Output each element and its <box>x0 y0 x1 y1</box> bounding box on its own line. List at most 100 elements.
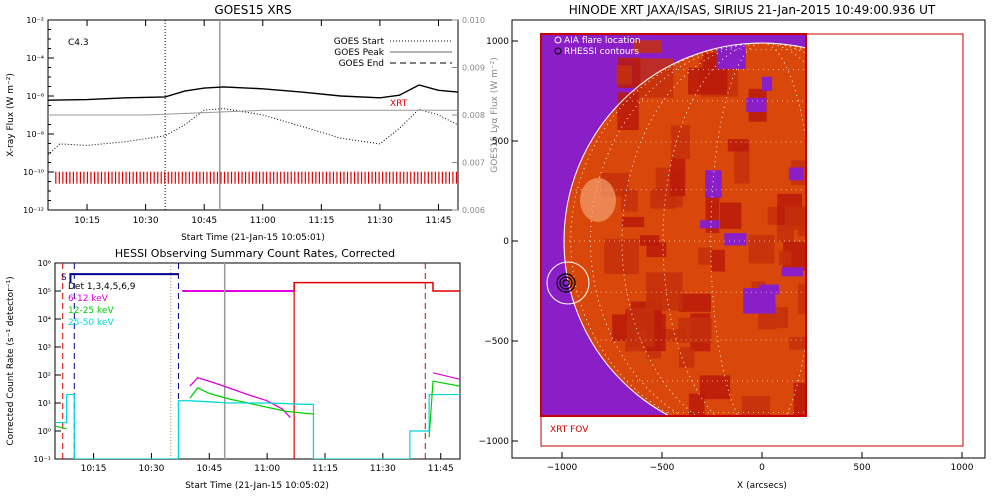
hessi-green-segment <box>55 425 67 430</box>
xrt-legend-rhessi: RHESSI contours <box>564 47 639 57</box>
xrt-x-tick-label: −1000 <box>547 463 578 473</box>
disk-patch <box>626 307 655 347</box>
xrt-y-tick-label: 500 <box>492 137 509 147</box>
legend-aia-marker <box>554 36 562 44</box>
goes-left-tick-label: 10⁻⁶ <box>26 92 44 101</box>
xrt-panel: HINODE XRT JAXA/ISAS, SIRIUS 21-Jan-2015… <box>479 3 986 491</box>
hessi-x-tick-label: 11:00 <box>254 464 280 474</box>
hessi-title: HESSI Observing Summary Count Rates, Cor… <box>115 247 395 260</box>
hessi-legend-12-25: 12-25 keV <box>68 306 114 316</box>
disk-patch <box>604 238 640 275</box>
goes-left-tick-label: 10⁻⁸ <box>26 130 44 139</box>
disk-patch <box>621 216 645 228</box>
goes-series-0 <box>48 84 458 101</box>
aia-flare-location-marker <box>546 261 590 305</box>
legend-goes-start: GOES Start <box>334 37 385 47</box>
goes-x-tick-label: 10:45 <box>191 216 217 226</box>
disk-patch <box>699 375 731 400</box>
disk-patch <box>645 347 662 359</box>
goes-right-tick-label: 0.007 <box>462 159 485 168</box>
disk-patch <box>789 336 806 350</box>
goes-right-tick-label: 0.009 <box>462 64 485 73</box>
xrt-fov-label: XRT FOV <box>550 425 589 435</box>
goes-series-1 <box>48 107 458 156</box>
legend-rhessi-marker <box>554 47 562 55</box>
xrt-y-tick-label: 0 <box>503 237 509 247</box>
goes-left-tick-label: 10⁻¹² <box>23 206 44 215</box>
disk-patch <box>635 58 674 98</box>
disk-patch <box>720 202 742 229</box>
goes-xrt-label: XRT <box>390 99 408 109</box>
limb <box>563 42 806 416</box>
goes-x-tick-label: 10:15 <box>74 216 100 226</box>
goes-series-2 <box>48 109 458 116</box>
hessi-green-segment <box>428 380 460 438</box>
xrt-data-border <box>540 33 807 417</box>
rhessi-contour-2 <box>559 276 573 290</box>
hessi-y-tick-label: 10⁵ <box>38 287 51 296</box>
hessi-series-0 <box>189 376 291 419</box>
hessi-y-tick-label: 10⁻¹ <box>33 455 51 464</box>
disk-patch <box>776 307 789 329</box>
legend-goes-peak: GOES Peak <box>334 48 384 58</box>
disk-patch <box>678 317 712 343</box>
goes-x-axis: 10:15 10:30 10:45 11:00 11:15 11:30 11:45 <box>74 20 451 226</box>
rhessi-contour-3 <box>562 279 570 287</box>
disk-purple-patch <box>705 170 722 198</box>
disk-patch <box>632 40 662 53</box>
disk-patch <box>655 167 673 200</box>
hessi-xlabel: Start Time (21-Jan-15 10:05:02) <box>185 481 329 491</box>
hessi-legend-25-50: 25-50 keV <box>68 318 114 328</box>
disk-purple-patch <box>743 288 776 314</box>
xrt-y-tick-label: −500 <box>484 337 509 347</box>
disk-patch <box>616 65 633 85</box>
xrt-x-tick-label: −500 <box>650 463 675 473</box>
hessi-det-state-line <box>69 273 179 283</box>
hessi-det-label: Det 1,3,4,5,6,9 <box>68 282 136 292</box>
goes-right-tick-label: 0.010 <box>462 16 485 25</box>
disk-patch <box>748 235 775 264</box>
goes-class-label: C4.3 <box>68 38 89 48</box>
disk-patch <box>793 382 806 416</box>
disk-patch <box>640 235 660 246</box>
disk-patch <box>778 250 792 266</box>
goes-x-tick-label: 10:30 <box>133 216 159 226</box>
disk-patch <box>711 249 726 272</box>
xrt-x-tick-label: 1000 <box>951 463 974 473</box>
goes-left-tick-label: 10⁻¹⁰ <box>23 168 44 177</box>
disk-purple-patch <box>746 97 767 113</box>
goes-x-tick-label: 11:45 <box>426 216 452 226</box>
longitude-line <box>590 42 806 416</box>
hessi-ylabel: Corrected Count Rate (s⁻¹ detector⁻¹) <box>6 276 16 445</box>
disk-purple-patch <box>788 167 804 181</box>
goes-legend: GOES Start GOES Peak GOES End <box>334 37 452 69</box>
hessi-x-tick-label: 11:30 <box>370 464 396 474</box>
hessi-plot-frame <box>54 262 461 460</box>
hessi-x-tick-label: 10:15 <box>81 464 107 474</box>
hessi-cyan-segment <box>312 393 460 459</box>
hessi-x-tick-label: 10:30 <box>138 464 164 474</box>
hessi-y-tick-label: 10⁴ <box>38 315 51 324</box>
xrt-legend-aia: AIA flare location <box>564 36 641 46</box>
disk-patch <box>688 393 705 416</box>
hessi-attenuator-state-line <box>293 281 460 292</box>
hessi-s-label: S <box>61 273 67 283</box>
disk-patch <box>645 272 683 311</box>
goes-right-axis: 0.010 0.009 0.008 0.007 0.006 <box>452 16 485 215</box>
rhessi-contours <box>556 273 576 293</box>
hessi-x-axis: 10:15 10:30 10:45 11:00 11:15 11:30 11:45 <box>81 453 454 474</box>
bright-region <box>580 178 616 222</box>
goes-ylabel-right: GOES15 Lyα Flux (W m⁻²) <box>490 57 500 173</box>
disk-patch <box>784 206 806 230</box>
goes-panel: GOES15 XRS 10⁻² 10⁻⁴ 10⁻⁶ 10⁻⁸ 10⁻¹⁰ 10⁻¹² 0.… <box>6 3 500 243</box>
hessi-x-tick-label: 11:15 <box>312 464 338 474</box>
disk-patch <box>698 247 712 265</box>
goes-xlabel: Start Time (21-Jan-15 10:05:01) <box>181 233 325 243</box>
disk-patch <box>670 158 686 197</box>
hessi-magenta-segment <box>432 372 460 380</box>
xrt-y-tick-label: −1000 <box>479 437 510 447</box>
xrt-y-tick-label: 1000 <box>486 37 509 47</box>
disk-patch <box>688 67 728 95</box>
goes-title: GOES15 XRS <box>214 3 291 17</box>
